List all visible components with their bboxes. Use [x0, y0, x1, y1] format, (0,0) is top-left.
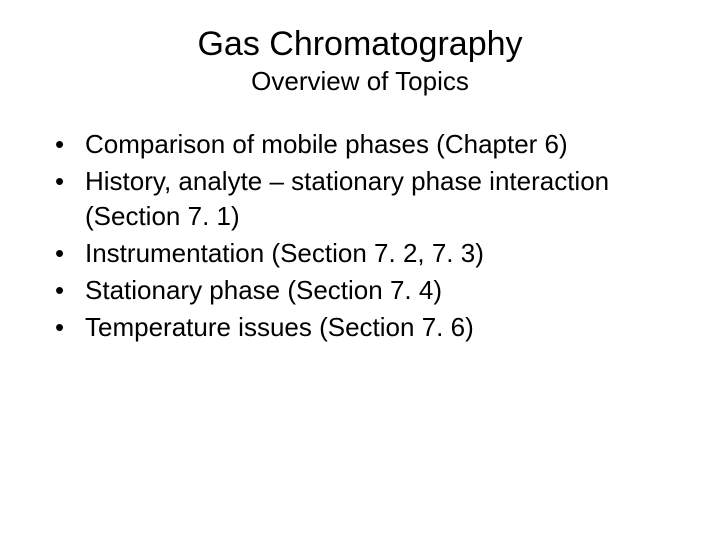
bullet-list: Comparison of mobile phases (Chapter 6) …	[40, 127, 680, 346]
list-item: History, analyte – stationary phase inte…	[55, 164, 680, 234]
list-item: Stationary phase (Section 7. 4)	[55, 273, 680, 308]
slide-subtitle: Overview of Topics	[40, 66, 680, 97]
list-item: Comparison of mobile phases (Chapter 6)	[55, 127, 680, 162]
list-item: Temperature issues (Section 7. 6)	[55, 310, 680, 345]
list-item: Instrumentation (Section 7. 2, 7. 3)	[55, 236, 680, 271]
slide-title: Gas Chromatography	[40, 25, 680, 64]
